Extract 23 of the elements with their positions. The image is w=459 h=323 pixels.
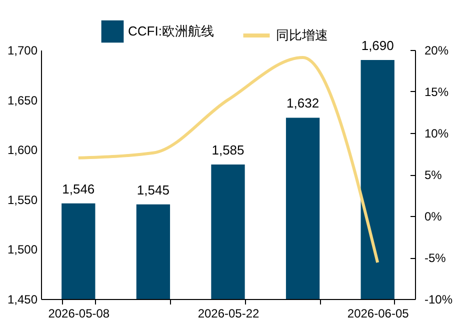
y-tick-label: 1,500 xyxy=(7,242,38,257)
legend-label: 同比增速 xyxy=(276,28,328,42)
y2-tick-label: 0% xyxy=(424,210,442,224)
x-tick-label: 2026-05-08 xyxy=(48,306,110,320)
y2-tick-label: -10% xyxy=(424,292,453,306)
data-label: 1,545 xyxy=(136,182,170,198)
data-label: 1,546 xyxy=(62,181,95,196)
y2-tick-label: 15% xyxy=(424,85,449,99)
y2-tick-label: -5% xyxy=(424,251,446,265)
y-tick-label: 1,700 xyxy=(7,44,38,58)
data-label: 1,632 xyxy=(286,96,320,111)
y-tick-label: 1,600 xyxy=(7,143,38,158)
legend-label: CCFI:欧洲航线 xyxy=(128,24,214,38)
y2-tick-label: 10% xyxy=(424,126,449,140)
x-tick-label: 2026-06-05 xyxy=(347,306,410,320)
y-tick-label: 1,550 xyxy=(7,192,38,207)
data-label: 1,585 xyxy=(212,142,244,158)
x-tick-label: 2026-05-22 xyxy=(198,306,260,320)
data-label: 1,690 xyxy=(361,38,394,53)
y2-tick-label: 20% xyxy=(424,44,449,58)
y-tick-label: 1,650 xyxy=(7,93,38,108)
y2-tick-label: 5% xyxy=(424,168,442,182)
y-tick-label: 1,450 xyxy=(7,292,38,306)
